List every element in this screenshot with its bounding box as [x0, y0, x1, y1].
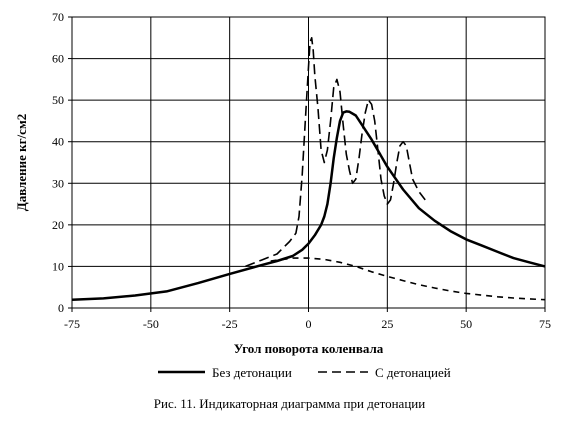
figure-caption: Рис. 11. Индикаторная диаграмма при дето… — [153, 396, 426, 411]
x-tick-label: -50 — [143, 317, 159, 331]
x-tick-label: 0 — [306, 317, 312, 331]
legend: Без детонации С детонацией — [158, 365, 451, 380]
x-tick-label: 50 — [460, 317, 472, 331]
x-tick-label: 25 — [381, 317, 393, 331]
series-group — [71, 37, 546, 301]
series-line-1 — [245, 37, 426, 268]
tick-labels: -75 -50 -25 0 25 50 75 0 10 20 30 40 50 60 70 — [52, 10, 551, 331]
x-tick-label: 75 — [539, 317, 551, 331]
y-axis-label: Давление кг/см2 — [14, 114, 29, 212]
y-tick-label: 70 — [52, 10, 64, 24]
series-line-2 — [270, 257, 546, 301]
x-tick-label: -25 — [222, 317, 238, 331]
series-line-0 — [71, 110, 546, 301]
y-tick-label: 20 — [52, 218, 64, 232]
legend-label-no-knock: Без детонации — [212, 365, 292, 380]
x-axis-label: Угол поворота коленвала — [234, 341, 384, 356]
x-tick-label: -75 — [64, 317, 80, 331]
y-tick-label: 50 — [52, 93, 64, 107]
y-tick-label: 0 — [58, 301, 64, 315]
y-tick-label: 40 — [52, 135, 64, 149]
y-tick-label: 30 — [52, 176, 64, 190]
line-chart: -75 -50 -25 0 25 50 75 0 10 20 30 40 50 60 70 Угол пов… — [0, 0, 579, 392]
plot-background — [0, 0, 579, 392]
y-tick-label: 10 — [52, 259, 64, 273]
legend-label-knock: С детонацией — [375, 365, 451, 380]
y-tick-label: 60 — [52, 52, 64, 66]
